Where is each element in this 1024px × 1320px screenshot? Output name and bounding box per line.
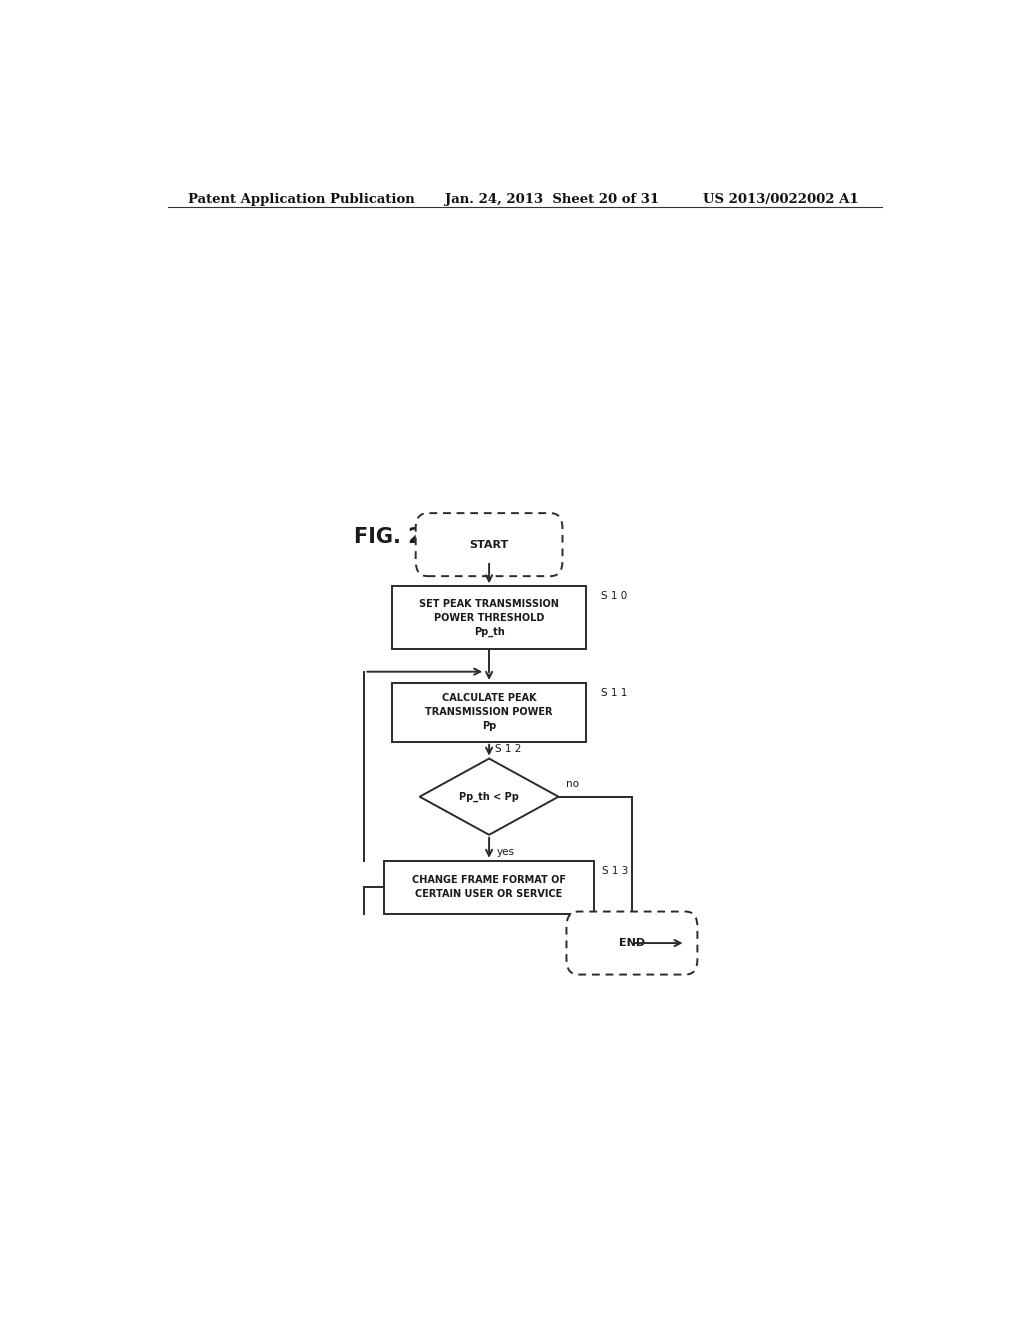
Text: no: no — [566, 779, 580, 788]
Text: END: END — [618, 939, 645, 948]
Bar — [392, 682, 587, 742]
Text: S 1 2: S 1 2 — [496, 743, 522, 754]
FancyBboxPatch shape — [566, 912, 697, 974]
Text: START: START — [469, 540, 509, 549]
Text: Patent Application Publication: Patent Application Publication — [187, 193, 415, 206]
Polygon shape — [420, 759, 558, 834]
Text: FIG. 23: FIG. 23 — [354, 527, 437, 546]
FancyBboxPatch shape — [416, 513, 562, 576]
Bar — [384, 861, 594, 913]
Text: S 1 0: S 1 0 — [601, 591, 627, 602]
Text: US 2013/0022002 A1: US 2013/0022002 A1 — [703, 193, 859, 206]
Bar — [392, 586, 587, 649]
Text: S 1 3: S 1 3 — [602, 866, 629, 875]
Text: SET PEAK TRANSMISSION
POWER THRESHOLD
Pp_th: SET PEAK TRANSMISSION POWER THRESHOLD Pp… — [419, 599, 559, 638]
Text: CALCULATE PEAK
TRANSMISSION POWER
Pp: CALCULATE PEAK TRANSMISSION POWER Pp — [425, 693, 553, 731]
Text: CHANGE FRAME FORMAT OF
CERTAIN USER OR SERVICE: CHANGE FRAME FORMAT OF CERTAIN USER OR S… — [412, 875, 566, 899]
Text: yes: yes — [497, 847, 515, 857]
Text: Jan. 24, 2013  Sheet 20 of 31: Jan. 24, 2013 Sheet 20 of 31 — [445, 193, 659, 206]
Text: S 1 1: S 1 1 — [601, 688, 627, 698]
Text: Pp_th < Pp: Pp_th < Pp — [459, 792, 519, 801]
